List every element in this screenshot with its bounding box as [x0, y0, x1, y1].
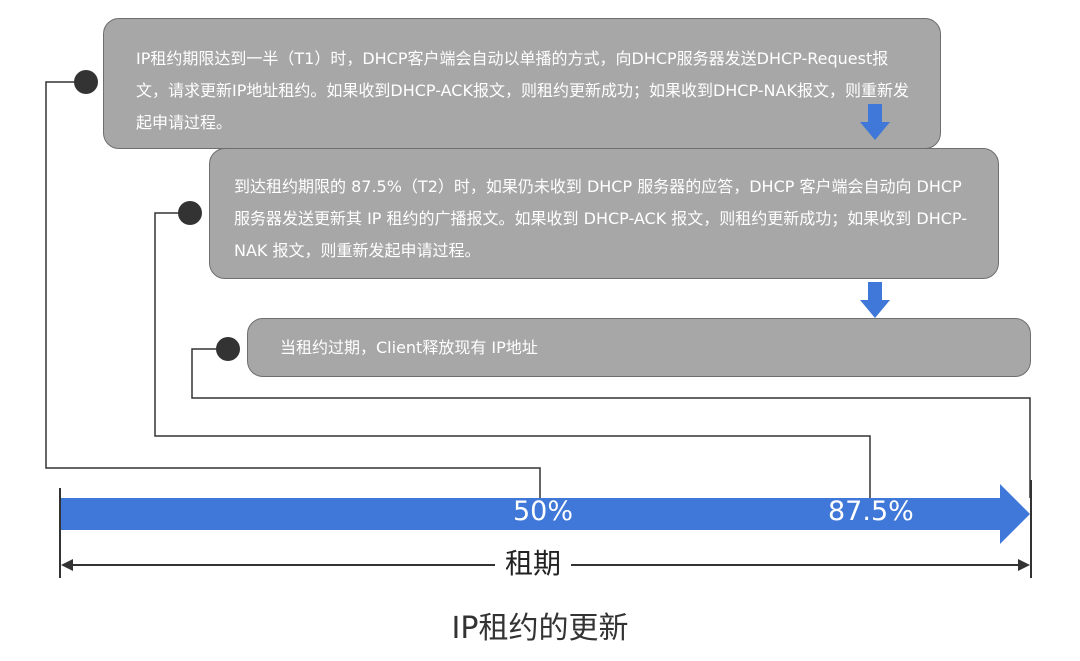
- diagram-title: IP租约的更新: [451, 611, 629, 646]
- bullet-dot-icon: [178, 201, 202, 225]
- step-t2-text: 到达租约期限的 87.5%（T2）时，如果仍未收到 DHCP 服务器的应答，DH…: [234, 177, 967, 260]
- step-expire-text: 当租约过期，Client释放现有 IP地址: [280, 338, 538, 357]
- lease-arrowhead-right: [1018, 559, 1030, 571]
- connector-expire: [191, 348, 1031, 498]
- step-t1-text: IP租约期限达到一半（T1）时，DHCP客户端会自动以单播的方式，向DHCP服务…: [136, 49, 909, 132]
- lease-label: 租期: [495, 542, 572, 582]
- bullet-dot-icon: [216, 337, 240, 361]
- step-expire-box: 当租约过期，Client释放现有 IP地址: [247, 318, 1031, 377]
- mark-87-5: 87.5%: [828, 496, 914, 527]
- timeline-arrow: [60, 484, 1030, 544]
- connector-t1: [45, 81, 541, 498]
- lease-arrowhead-left: [61, 559, 73, 571]
- down-arrow-icon: [860, 282, 890, 318]
- down-arrow-icon: [860, 104, 890, 140]
- bullet-dot-icon: [74, 70, 98, 94]
- step-t2-box: 到达租约期限的 87.5%（T2）时，如果仍未收到 DHCP 服务器的应答，DH…: [209, 148, 999, 279]
- mark-50: 50%: [513, 496, 574, 527]
- connector-t2: [154, 212, 871, 498]
